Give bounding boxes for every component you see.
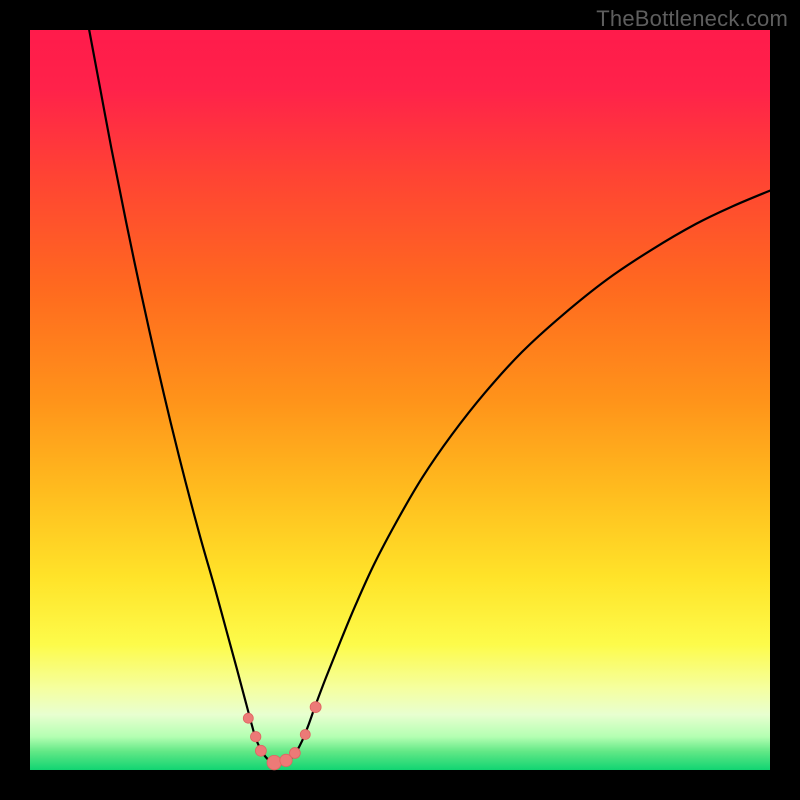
- marker-point: [300, 729, 310, 739]
- marker-point: [267, 755, 281, 769]
- watermark-text: TheBottleneck.com: [596, 6, 788, 32]
- marker-point: [255, 745, 266, 756]
- marker-point: [251, 732, 261, 742]
- marker-point: [243, 713, 253, 723]
- plot-gradient-area: [30, 30, 770, 770]
- marker-point: [310, 702, 321, 713]
- marker-point: [290, 748, 301, 759]
- chart-container: TheBottleneck.com: [0, 0, 800, 800]
- bottleneck-curve-chart: [0, 0, 800, 800]
